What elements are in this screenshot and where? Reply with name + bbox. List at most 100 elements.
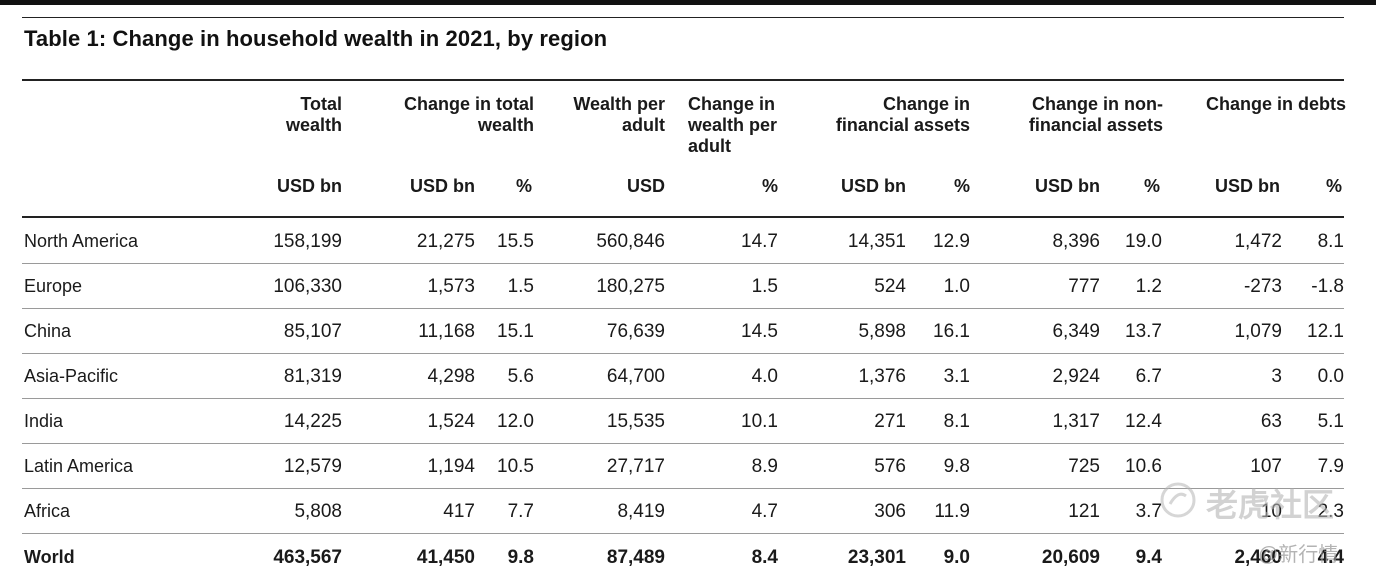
nonfinancial-value: 121 <box>1068 501 1100 522</box>
wealth-per-adult-value: 560,846 <box>596 231 665 252</box>
unit-debt-pct: % <box>1325 176 1342 196</box>
unit-per-adult-usd: USD <box>626 176 665 196</box>
unit-total-usd-bn: USD bn <box>277 176 342 196</box>
change-total-value: 417 <box>443 501 475 522</box>
change-total-pct: 12.0 <box>497 411 534 432</box>
change-per-adult-pct: 4.7 <box>751 501 778 522</box>
debts-pct: 2.3 <box>1317 501 1344 522</box>
header-change-nonfinancial-assets: Change in non-financial assets <box>1028 94 1163 135</box>
unit-chg-per-adult-pct: % <box>761 176 778 196</box>
change-total-pct: 1.5 <box>507 276 534 297</box>
change-total-pct: 9.8 <box>507 547 534 568</box>
debts-pct: -1.8 <box>1311 276 1344 297</box>
change-per-adult-pct: 10.1 <box>741 411 778 432</box>
nonfinancial-pct: 12.4 <box>1125 411 1162 432</box>
header-change-debts: Change in debts <box>1205 94 1346 114</box>
debts-value: 2,460 <box>1234 547 1282 568</box>
nonfinancial-pct: 3.7 <box>1135 501 1162 522</box>
financial-value: 271 <box>874 411 906 432</box>
table-row: Latin America 12,579 1,194 10.5 27,717 8… <box>22 444 1344 489</box>
nonfinancial-value: 1,317 <box>1052 411 1100 432</box>
change-total-pct: 5.6 <box>507 366 534 387</box>
table-row-world-total: World 463,567 41,450 9.8 87,489 8.4 23,3… <box>22 535 1344 580</box>
nonfinancial-value: 725 <box>1068 456 1100 477</box>
change-total-value: 1,573 <box>427 276 475 297</box>
change-total-value: 41,450 <box>416 547 475 568</box>
total-wealth-value: 85,107 <box>283 321 342 342</box>
debts-value: 107 <box>1250 456 1282 477</box>
debts-value: 10 <box>1260 501 1282 522</box>
row-divider <box>22 263 1344 264</box>
debts-pct: 0.0 <box>1317 366 1344 387</box>
table-row: China 85,107 11,168 15.1 76,639 14.5 5,8… <box>22 309 1344 354</box>
table-row: North America 158,199 21,275 15.5 560,84… <box>22 219 1344 264</box>
table-top-rule <box>22 17 1344 18</box>
header-change-total-wealth: Change in total wealth <box>404 94 534 135</box>
nonfinancial-pct: 6.7 <box>1135 366 1162 387</box>
nonfinancial-value: 6,349 <box>1052 321 1100 342</box>
region-label: North America <box>24 231 139 251</box>
debts-pct: 5.1 <box>1317 411 1344 432</box>
wealth-per-adult-value: 76,639 <box>606 321 665 342</box>
debts-pct: 7.9 <box>1317 456 1344 477</box>
row-divider <box>22 308 1344 309</box>
change-total-value: 21,275 <box>416 231 475 252</box>
financial-value: 5,898 <box>858 321 906 342</box>
watermark-brand: 老虎社区 <box>1206 487 1335 523</box>
unit-chgtotal-usd-bn: USD bn <box>410 176 475 196</box>
region-label: World <box>24 547 75 567</box>
total-wealth-value: 5,808 <box>294 501 342 522</box>
debts-value: 3 <box>1271 366 1282 387</box>
row-divider <box>22 533 1344 534</box>
financial-value: 576 <box>874 456 906 477</box>
change-total-pct: 10.5 <box>497 456 534 477</box>
change-per-adult-pct: 4.0 <box>751 366 778 387</box>
unit-chgtotal-pct: % <box>515 176 532 196</box>
change-total-value: 11,168 <box>418 321 475 342</box>
nonfinancial-value: 20,609 <box>1041 547 1100 568</box>
financial-value: 1,376 <box>858 366 906 387</box>
change-total-value: 1,524 <box>427 411 475 432</box>
financial-pct: 8.1 <box>943 411 970 432</box>
watermark-handle: @新行情 <box>1258 544 1339 566</box>
nonfinancial-pct: 13.7 <box>1125 321 1162 342</box>
nonfinancial-value: 2,924 <box>1052 366 1100 387</box>
total-wealth-value: 12,579 <box>283 456 342 477</box>
financial-value: 306 <box>874 501 906 522</box>
change-total-value: 4,298 <box>427 366 475 387</box>
financial-pct: 9.8 <box>943 456 970 477</box>
table-row: India 14,225 1,524 12.0 15,535 10.1 271 … <box>22 399 1344 444</box>
nonfinancial-pct: 19.0 <box>1125 231 1162 252</box>
region-label: Africa <box>24 501 71 521</box>
financial-pct: 11.9 <box>934 501 970 522</box>
row-divider <box>22 488 1344 489</box>
financial-pct: 16.1 <box>933 321 970 342</box>
debts-value: 1,079 <box>1234 321 1282 342</box>
wealth-per-adult-value: 64,700 <box>606 366 665 387</box>
table-row: Europe 106,330 1,573 1.5 180,275 1.5 524… <box>22 264 1344 309</box>
unit-nonfin-usd-bn: USD bn <box>1035 176 1100 196</box>
change-total-pct: 7.7 <box>507 501 534 522</box>
total-wealth-value: 158,199 <box>273 231 342 252</box>
wealth-per-adult-value: 8,419 <box>617 501 665 522</box>
change-per-adult-pct: 8.9 <box>751 456 778 477</box>
debts-pct: 8.1 <box>1317 231 1344 252</box>
total-wealth-value: 14,225 <box>283 411 342 432</box>
wealth-per-adult-value: 27,717 <box>606 456 665 477</box>
change-per-adult-pct: 8.4 <box>751 547 778 568</box>
nonfinancial-value: 8,396 <box>1052 231 1100 252</box>
debts-value: 63 <box>1260 411 1282 432</box>
table-row: Asia-Pacific 81,319 4,298 5.6 64,700 4.0… <box>22 354 1344 399</box>
watermark-logo-icon <box>1160 482 1196 518</box>
nonfinancial-pct: 10.6 <box>1125 456 1162 477</box>
total-wealth-value: 463,567 <box>273 547 342 568</box>
debts-pct: 12.1 <box>1307 321 1344 342</box>
unit-debt-usd-bn: USD bn <box>1215 176 1280 196</box>
wealth-per-adult-value: 180,275 <box>596 276 665 297</box>
wealth-per-adult-value: 87,489 <box>606 547 665 568</box>
row-divider <box>22 398 1344 399</box>
nonfinancial-pct: 1.2 <box>1135 276 1162 297</box>
header-wealth-per-adult: Wealth per adult <box>573 94 665 135</box>
change-per-adult-pct: 1.5 <box>751 276 778 297</box>
header-divider <box>22 216 1344 218</box>
